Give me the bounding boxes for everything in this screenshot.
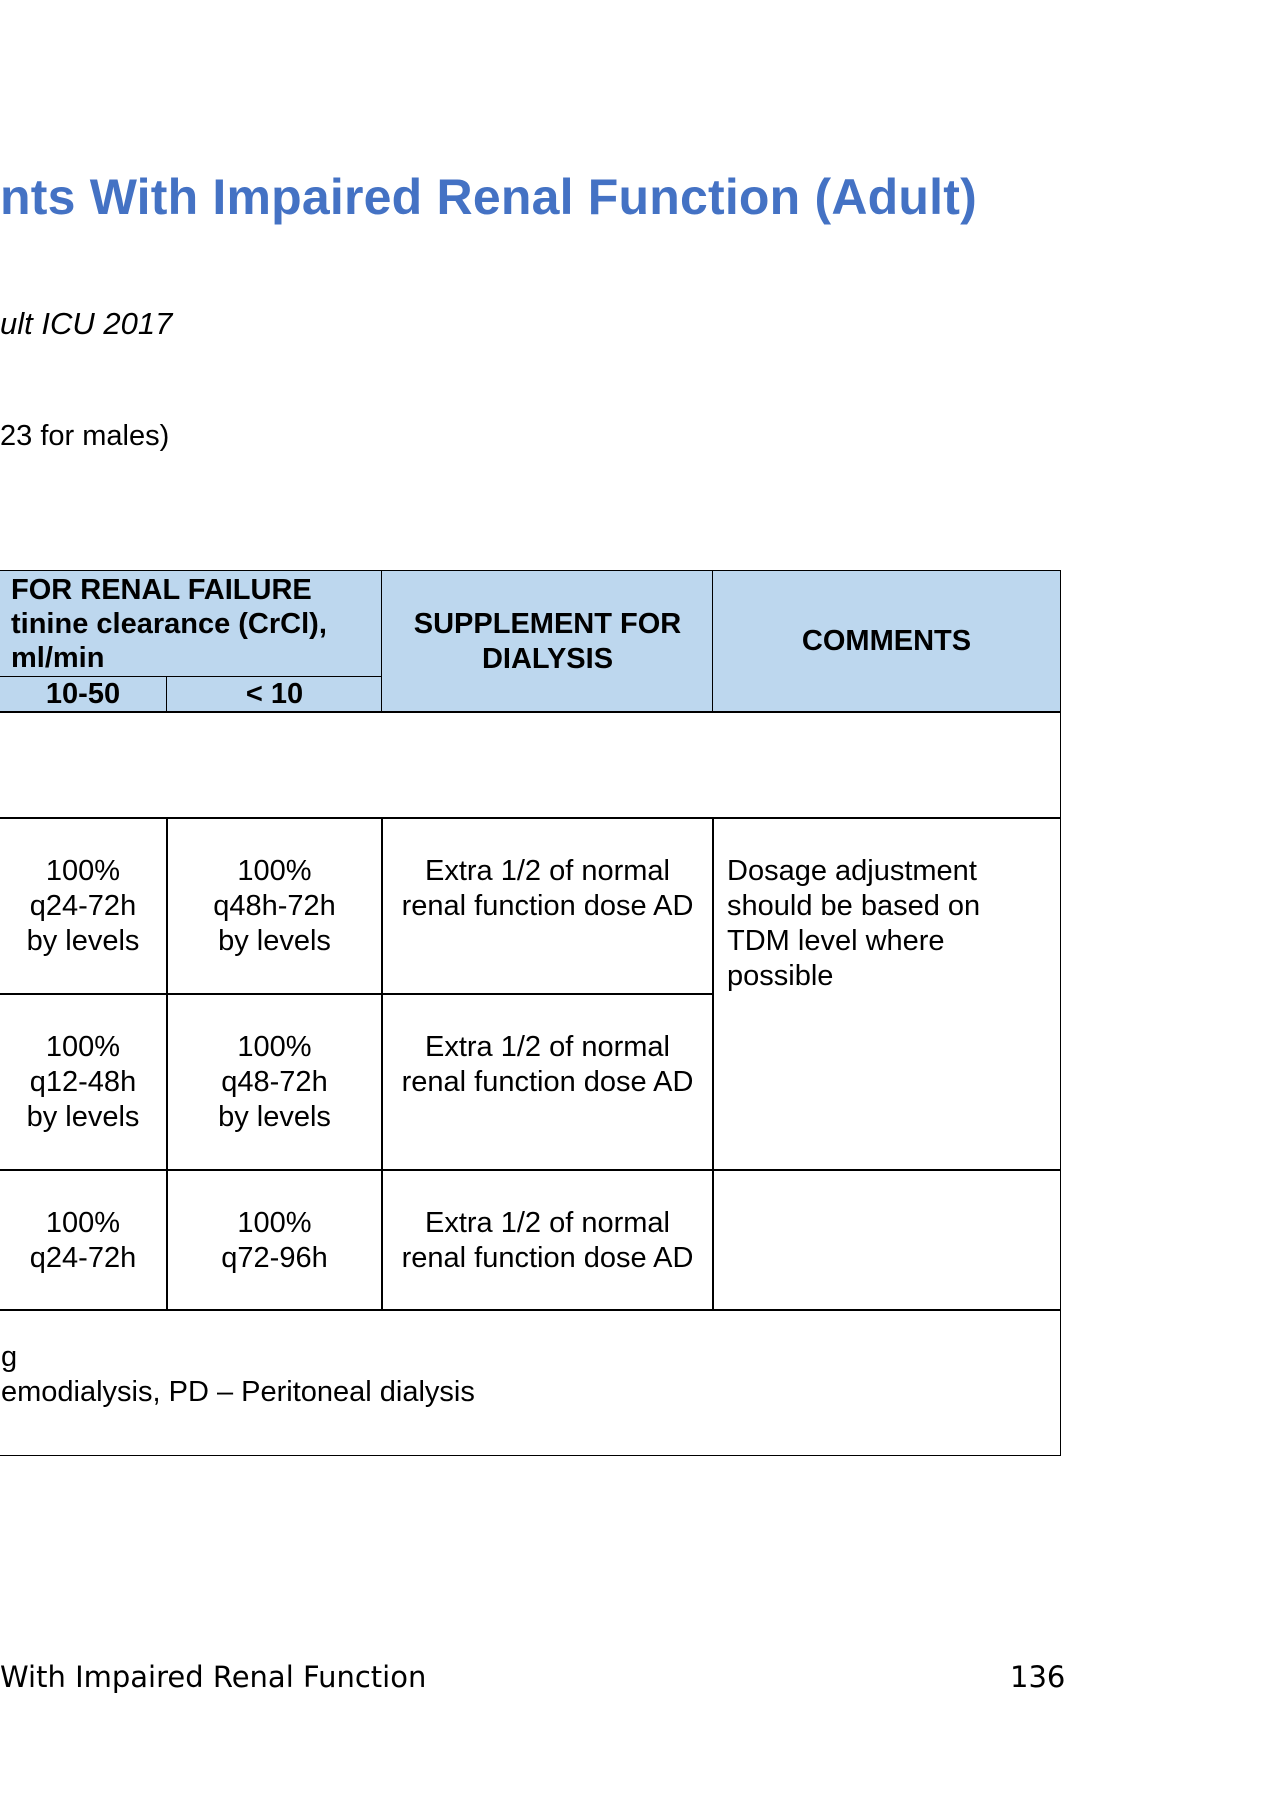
- page-number: 136: [1010, 1660, 1066, 1694]
- header-crcl-10-50: 10-50: [0, 676, 168, 713]
- row1-crcl-lt10: 100% q48h-72h by levels: [166, 817, 383, 995]
- row3-crcl-10-50: 100% q24-72h: [0, 1169, 168, 1311]
- row3-comment: [712, 1169, 1061, 1311]
- header-renal-failure: FOR RENAL FAILURE tinine clearance (CrCl…: [0, 570, 383, 678]
- page-subtitle: ult ICU 2017: [0, 306, 173, 341]
- row3-supplement: Extra 1/2 of normal renal function dose …: [381, 1169, 714, 1311]
- page-note: 23 for males): [0, 420, 170, 452]
- row2-supplement: Extra 1/2 of normal renal function dose …: [381, 993, 714, 1171]
- header-comments: COMMENTS: [712, 570, 1061, 713]
- page-title: nts With Impaired Renal Function (Adult): [0, 169, 977, 225]
- footer-title: With Impaired Renal Function: [0, 1660, 427, 1694]
- row2-crcl-lt10: 100% q48-72h by levels: [166, 993, 383, 1171]
- row1-supplement: Extra 1/2 of normal renal function dose …: [381, 817, 714, 995]
- row1-crcl-10-50: 100% q24-72h by levels: [0, 817, 168, 995]
- section-row: [0, 711, 1061, 819]
- table-footnote: g emodialysis, PD – Peritoneal dialysis: [0, 1309, 1061, 1456]
- row3-crcl-lt10: 100% q72-96h: [166, 1169, 383, 1311]
- header-crcl-lt10: < 10: [166, 676, 383, 713]
- header-supplement: SUPPLEMENT FOR DIALYSIS: [381, 570, 714, 713]
- dosage-table: FOR RENAL FAILURE tinine clearance (CrCl…: [0, 570, 1061, 1456]
- rows1-2-comment: Dosage adjustment should be based on TDM…: [712, 817, 1061, 1171]
- row2-crcl-10-50: 100% q12-48h by levels: [0, 993, 168, 1171]
